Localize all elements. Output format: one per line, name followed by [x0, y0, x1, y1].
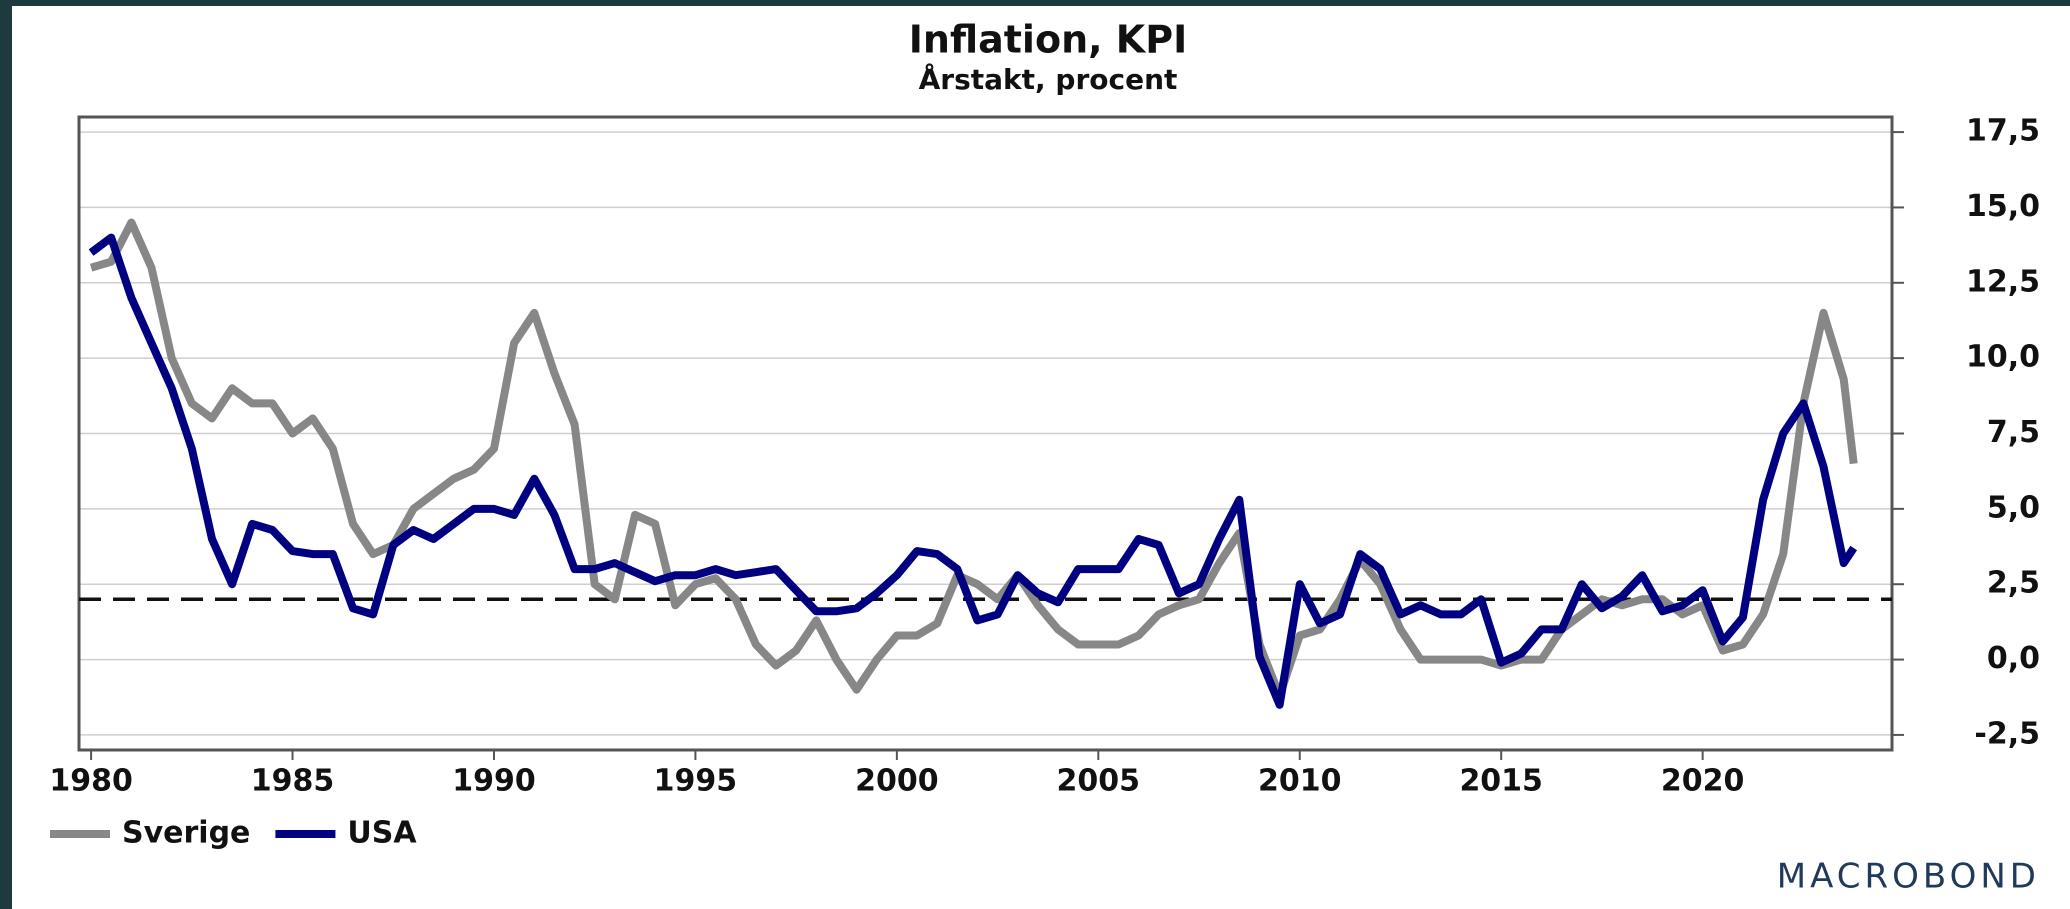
logo: MACROBOND [1777, 857, 2040, 897]
line-series [89, 218, 1858, 700]
x-tick-label: 2010 [1258, 764, 1342, 799]
x-tick-label: 2015 [1459, 764, 1543, 799]
chart-subtitle: Årstakt, procent [919, 62, 1178, 96]
y-tick-label: 5,0 [1987, 490, 2040, 525]
panel [12, 6, 2070, 909]
plot-frame [77, 115, 1894, 752]
x-tick-label: 1990 [452, 764, 536, 799]
x-tick-label: 2020 [1661, 764, 1745, 799]
legend-label: Sverige [122, 816, 250, 851]
x-tick-label: 2005 [1057, 764, 1141, 799]
x-tick-label: 1985 [251, 764, 335, 799]
chart-title: Inflation, KPI [909, 18, 1187, 62]
y-tick-label: 10,0 [1966, 340, 2040, 375]
x-tick-label: 1995 [654, 764, 738, 799]
line-series [88, 233, 1858, 709]
legend-label: USA [347, 816, 417, 851]
y-tick-label: 17,5 [1966, 114, 2040, 149]
x-tick-label: 1980 [49, 764, 133, 799]
y-tick-label: 0,0 [1987, 641, 2040, 676]
y-tick-label: 12,5 [1966, 264, 2040, 299]
y-tick-label: 2,5 [1987, 566, 2040, 601]
y-tick-label: 7,5 [1987, 415, 2040, 450]
y-tick-label: -2,5 [1974, 716, 2040, 751]
x-tick-label: 2000 [855, 764, 939, 799]
y-tick-label: 15,0 [1966, 189, 2040, 224]
